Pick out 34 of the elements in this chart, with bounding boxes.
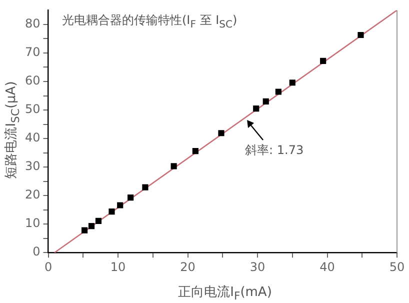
y-tick-label: 50 bbox=[24, 102, 40, 116]
point bbox=[170, 163, 177, 170]
y-tick-label: 40 bbox=[24, 130, 40, 145]
point bbox=[192, 148, 198, 154]
chart-title: 光电耦合器的传输特性(I$_{F}$ 至 I$_{SC}$) bbox=[62, 12, 238, 30]
point bbox=[128, 194, 134, 201]
y-tick-label: 30 bbox=[24, 159, 40, 174]
y-tick-label: 20 bbox=[24, 188, 40, 202]
point bbox=[95, 218, 102, 224]
point bbox=[289, 80, 296, 86]
x-tick-label: 20 bbox=[180, 260, 196, 274]
y-tick-label: 80 bbox=[24, 16, 40, 31]
x-axis-title: 正向电流I$_{F}$(mA) bbox=[178, 284, 272, 303]
x-tick-label: 0 bbox=[44, 260, 52, 274]
point bbox=[358, 32, 364, 38]
point bbox=[81, 227, 88, 234]
y-tick-label: 60 bbox=[24, 74, 40, 88]
y-tick-label: 10 bbox=[24, 216, 40, 230]
y-tick-label: 0 bbox=[32, 244, 40, 259]
x-tick-label: 30 bbox=[250, 260, 266, 274]
point bbox=[218, 130, 224, 136]
y-tick-label: 70 bbox=[24, 45, 40, 60]
x-tick-label: 50 bbox=[389, 260, 405, 274]
point bbox=[253, 106, 260, 112]
point bbox=[142, 184, 148, 190]
x-tick-label: 40 bbox=[320, 260, 335, 274]
annotation: 斜率: 1.73 bbox=[245, 142, 304, 159]
point bbox=[275, 88, 282, 95]
point bbox=[262, 98, 269, 104]
point bbox=[108, 208, 115, 215]
x-tick-label: 10 bbox=[110, 260, 126, 274]
point bbox=[320, 58, 326, 64]
point bbox=[88, 223, 95, 230]
point bbox=[117, 202, 124, 208]
